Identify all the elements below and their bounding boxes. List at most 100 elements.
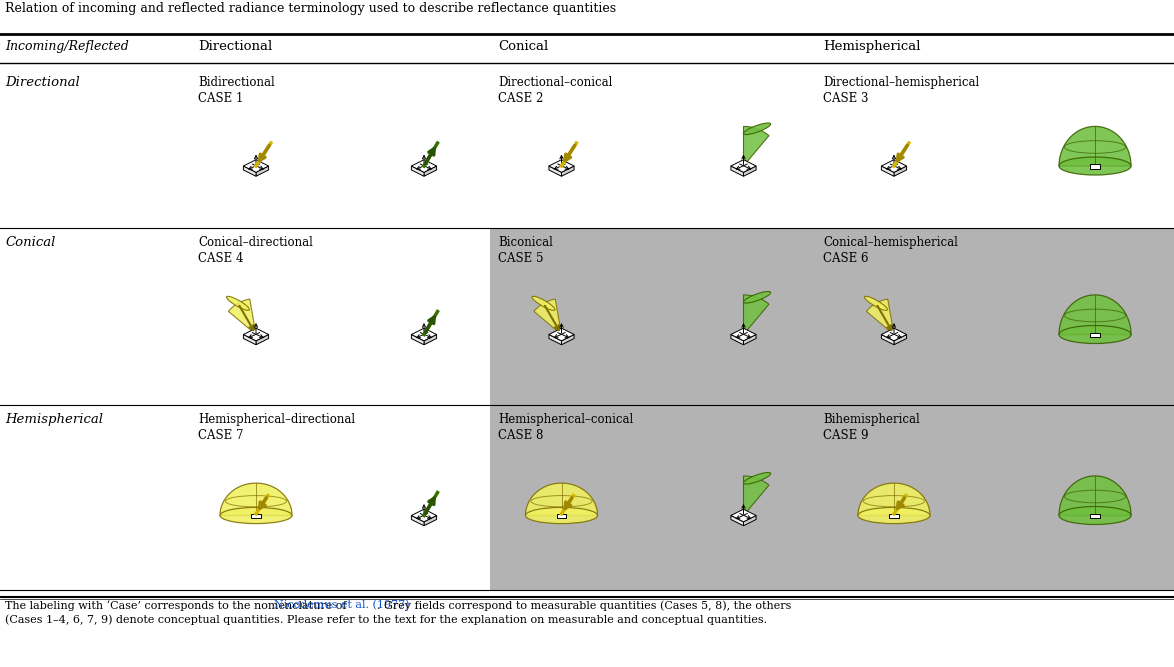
Polygon shape <box>549 159 574 172</box>
Bar <box>815 405 1174 590</box>
Polygon shape <box>411 166 424 176</box>
Polygon shape <box>731 334 743 345</box>
Bar <box>815 228 1174 405</box>
Polygon shape <box>882 159 906 172</box>
Polygon shape <box>743 516 756 526</box>
Bar <box>1091 514 1100 518</box>
Text: (Cases 1–4, 6, 7, 9) denote conceptual quantities. Please refer to the text for : (Cases 1–4, 6, 7, 9) denote conceptual q… <box>5 614 767 624</box>
Text: Directional: Directional <box>198 40 272 53</box>
Polygon shape <box>882 328 906 341</box>
Polygon shape <box>743 166 756 176</box>
Text: Biconical: Biconical <box>498 236 553 249</box>
Polygon shape <box>893 166 906 176</box>
Polygon shape <box>411 516 424 526</box>
Text: Directional–conical: Directional–conical <box>498 76 613 89</box>
Bar <box>1091 333 1100 338</box>
Text: Conical–directional: Conical–directional <box>198 236 313 249</box>
Text: Relation of incoming and reflected radiance terminology used to describe reflect: Relation of incoming and reflected radia… <box>5 2 616 15</box>
Ellipse shape <box>743 123 770 135</box>
Polygon shape <box>561 334 574 345</box>
Polygon shape <box>411 509 437 522</box>
Polygon shape <box>731 328 756 341</box>
Ellipse shape <box>227 296 249 310</box>
Text: CASE 6: CASE 6 <box>823 252 869 265</box>
Polygon shape <box>743 476 769 516</box>
Polygon shape <box>243 159 269 172</box>
Ellipse shape <box>1059 325 1131 344</box>
Text: . Grey fields correspond to measurable quantities (Cases 5, 8), the others: . Grey fields correspond to measurable q… <box>377 600 791 610</box>
Polygon shape <box>411 328 437 341</box>
Ellipse shape <box>220 508 292 524</box>
Polygon shape <box>743 295 769 334</box>
Bar <box>889 514 899 518</box>
Text: Directional: Directional <box>5 76 80 89</box>
Text: The labeling with ‘Case’ corresponds to the nomenclature of: The labeling with ‘Case’ corresponds to … <box>5 600 350 611</box>
Polygon shape <box>731 166 743 176</box>
Bar <box>490 405 815 590</box>
Polygon shape <box>256 334 269 345</box>
Text: CASE 1: CASE 1 <box>198 92 243 105</box>
Text: CASE 3: CASE 3 <box>823 92 869 105</box>
Ellipse shape <box>532 296 555 310</box>
Ellipse shape <box>1059 506 1131 524</box>
Bar <box>251 514 261 518</box>
Polygon shape <box>731 516 743 526</box>
Ellipse shape <box>864 296 888 310</box>
Polygon shape <box>882 334 893 345</box>
Polygon shape <box>243 166 256 176</box>
Text: Hemispherical–directional: Hemispherical–directional <box>198 413 355 426</box>
Text: CASE 5: CASE 5 <box>498 252 544 265</box>
Polygon shape <box>731 159 756 172</box>
Polygon shape <box>743 334 756 345</box>
Polygon shape <box>549 334 561 345</box>
Polygon shape <box>256 166 269 176</box>
Text: Conical: Conical <box>498 40 548 53</box>
Polygon shape <box>1059 295 1131 334</box>
Polygon shape <box>1059 127 1131 166</box>
Text: Conical: Conical <box>5 236 55 249</box>
Polygon shape <box>424 516 437 526</box>
Polygon shape <box>561 166 574 176</box>
Bar <box>556 514 566 518</box>
Text: Hemispherical–conical: Hemispherical–conical <box>498 413 633 426</box>
Ellipse shape <box>1059 157 1131 175</box>
Text: Conical–hemispherical: Conical–hemispherical <box>823 236 958 249</box>
Text: Incoming/Reflected: Incoming/Reflected <box>5 40 129 53</box>
Ellipse shape <box>743 291 770 303</box>
Polygon shape <box>243 328 269 341</box>
Polygon shape <box>731 509 756 522</box>
Polygon shape <box>411 334 424 345</box>
Text: CASE 9: CASE 9 <box>823 429 869 442</box>
Bar <box>490 228 815 405</box>
Polygon shape <box>424 334 437 345</box>
Polygon shape <box>549 166 561 176</box>
Ellipse shape <box>743 472 770 484</box>
Polygon shape <box>866 299 893 334</box>
Text: Directional–hemispherical: Directional–hemispherical <box>823 76 979 89</box>
Polygon shape <box>743 127 769 166</box>
Polygon shape <box>424 166 437 176</box>
Ellipse shape <box>858 508 930 524</box>
Text: Bihemispherical: Bihemispherical <box>823 413 919 426</box>
Ellipse shape <box>526 508 598 524</box>
Polygon shape <box>243 334 256 345</box>
Polygon shape <box>220 483 292 516</box>
Text: Nicodemus et al. (1977): Nicodemus et al. (1977) <box>274 600 410 610</box>
Polygon shape <box>534 299 561 334</box>
Polygon shape <box>1059 476 1131 516</box>
Text: CASE 8: CASE 8 <box>498 429 544 442</box>
Text: Bidirectional: Bidirectional <box>198 76 275 89</box>
Polygon shape <box>893 334 906 345</box>
Bar <box>1091 164 1100 169</box>
Polygon shape <box>229 299 256 334</box>
Text: CASE 4: CASE 4 <box>198 252 243 265</box>
Text: Hemispherical: Hemispherical <box>5 413 103 426</box>
Polygon shape <box>526 483 598 516</box>
Polygon shape <box>411 159 437 172</box>
Polygon shape <box>549 328 574 341</box>
Text: Hemispherical: Hemispherical <box>823 40 920 53</box>
Text: CASE 7: CASE 7 <box>198 429 243 442</box>
Polygon shape <box>858 483 930 516</box>
Polygon shape <box>882 166 893 176</box>
Text: CASE 2: CASE 2 <box>498 92 544 105</box>
